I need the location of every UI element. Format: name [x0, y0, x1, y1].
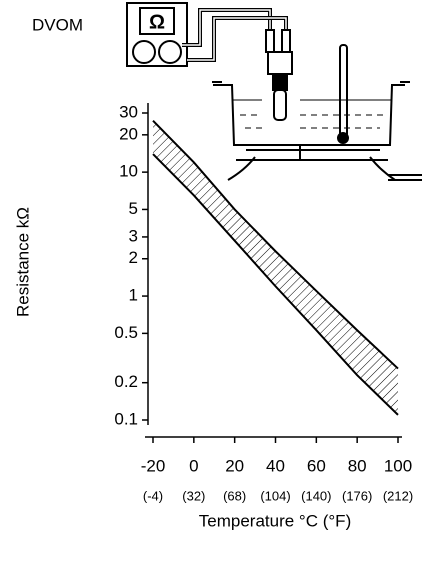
meter-label: DVOM — [32, 15, 83, 34]
x-tick-label: 20 — [225, 456, 244, 475]
x-axis-label: Temperature °C (°F) — [199, 511, 351, 530]
x-tick-label: 100 — [384, 456, 412, 475]
x-tick-label-f: (68) — [223, 488, 246, 503]
plot: 0.1 0.2 0.5 1 2 3 5 10 20 30 -20 0 20 40 60 80 100 (-4) (3… — [114, 102, 413, 503]
meter-symbol: Ω — [149, 11, 165, 33]
y-tick-label: 2 — [129, 248, 138, 267]
x-tick-label: 40 — [266, 456, 285, 475]
y-tick-label: 1 — [129, 286, 138, 305]
y-tick-label: 3 — [129, 226, 138, 245]
y-tick-label: 0.2 — [114, 372, 138, 391]
x-tick-label-f: (32) — [182, 488, 205, 503]
x-tick-label: -20 — [141, 456, 166, 475]
band-area — [153, 120, 398, 415]
x-tick-label: 0 — [189, 456, 198, 475]
y-tick-label: 0.5 — [114, 323, 138, 342]
band-edge — [152, 153, 399, 416]
illustration — [126, 2, 422, 181]
y-tick-label: 20 — [119, 124, 138, 143]
x-tick-label-f: (104) — [260, 488, 290, 503]
y-axis-label: Resistance kΩ — [13, 207, 32, 317]
x-tick-label-f: (176) — [342, 488, 372, 503]
y-tick-label: 30 — [119, 102, 138, 121]
band-edge — [152, 120, 399, 370]
x-tick-label-f: (140) — [301, 488, 331, 503]
x-tick-label: 80 — [348, 456, 367, 475]
y-tick-label: 5 — [129, 199, 138, 218]
y-tick-label: 0.1 — [114, 409, 138, 428]
x-tick-label: 60 — [307, 456, 326, 475]
x-tick-label-f: (-4) — [143, 488, 163, 503]
y-tick-label: 10 — [119, 162, 138, 181]
x-tick-label-f: (212) — [383, 488, 413, 503]
